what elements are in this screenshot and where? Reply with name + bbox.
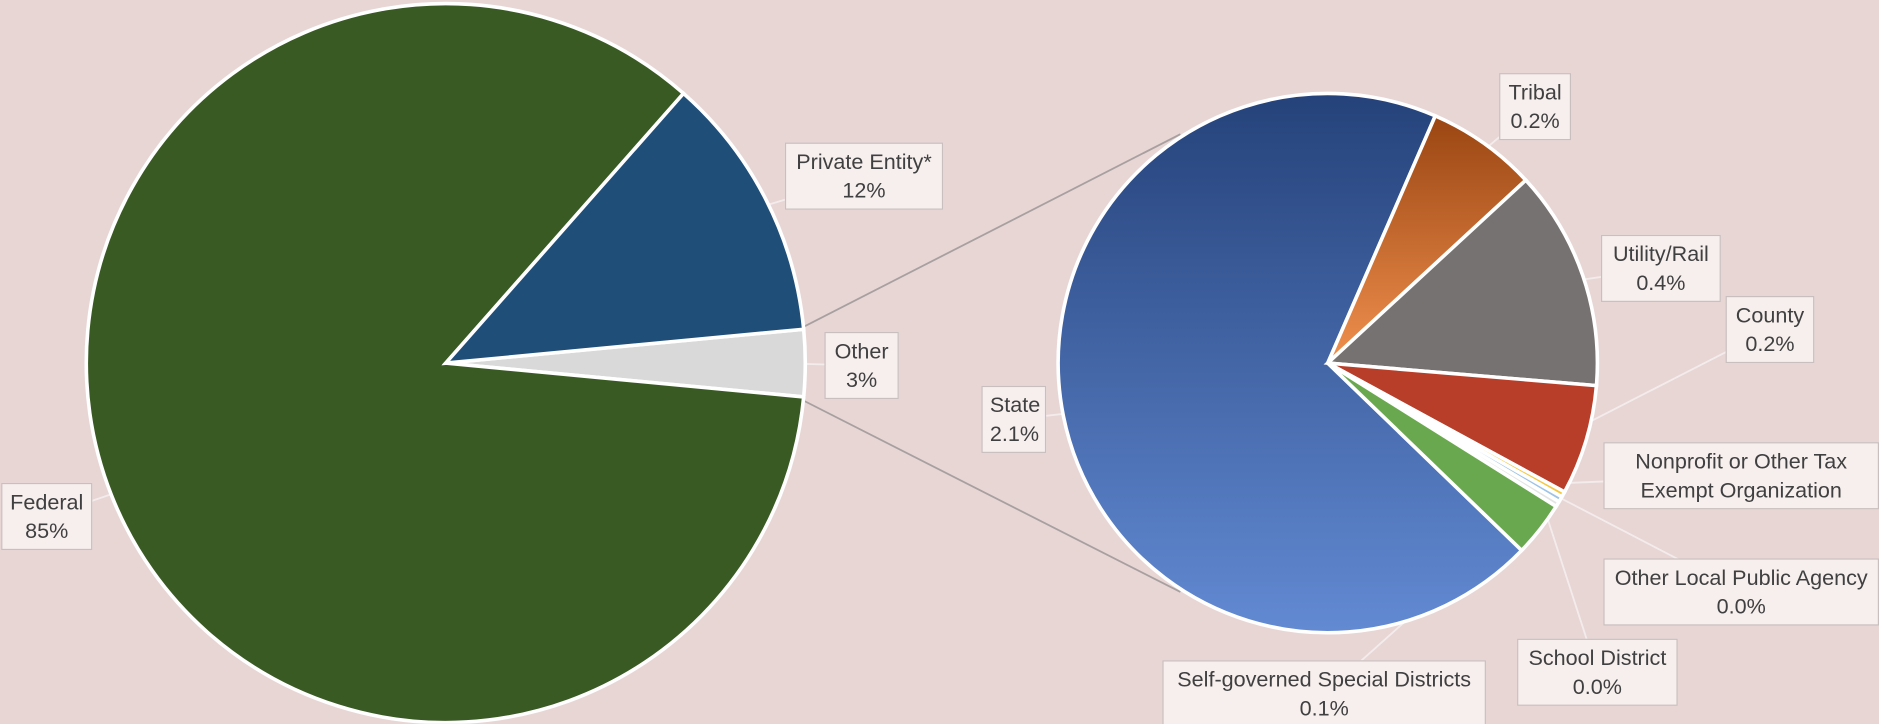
- label-value: 12%: [842, 178, 886, 203]
- pie-slice: [1326, 361, 1599, 495]
- label-name: School District: [1528, 645, 1667, 670]
- data-label: Self-governed Special Districts 0.1%: [1162, 660, 1486, 724]
- data-label: Federal 85%: [1, 482, 93, 551]
- connector-line: [802, 399, 1181, 593]
- data-label: Other 3%: [824, 331, 899, 400]
- connector-line: [802, 133, 1181, 328]
- data-label: County 0.2%: [1725, 295, 1815, 364]
- data-label: State 2.1%: [981, 385, 1047, 453]
- label-name: Other: [834, 339, 889, 364]
- label-name: Other Local Public Agency: [1614, 565, 1868, 590]
- pie-slice: [441, 90, 806, 366]
- label-value: 85%: [25, 518, 69, 543]
- data-label: Private Entity* 12%: [784, 142, 944, 210]
- data-label: Utility/Rail 0.4%: [1600, 234, 1721, 302]
- label-name: Private Entity*: [796, 149, 932, 174]
- label-value: 0.2%: [1510, 109, 1560, 134]
- label-value: 0.0%: [1716, 594, 1766, 619]
- label-value: 2.1%: [989, 421, 1039, 446]
- pie-slice: [1056, 91, 1525, 635]
- pie-slice: [1326, 113, 1529, 365]
- data-label: Other Local Public Agency 0.0%: [1603, 558, 1879, 626]
- label-name: Tribal: [1508, 80, 1562, 105]
- data-label: School District 0.0%: [1517, 638, 1678, 706]
- label-name: Utility/Rail: [1612, 242, 1709, 267]
- label-name: State: [989, 393, 1041, 418]
- label-name: Federal: [10, 490, 84, 515]
- pie-slice: [1326, 361, 1559, 553]
- label-name: County: [1735, 303, 1805, 328]
- label-value: 0.1%: [1299, 696, 1349, 721]
- label-value: 3%: [846, 367, 878, 392]
- label-value: 0.2%: [1745, 331, 1795, 356]
- label-value: 0.4%: [1636, 270, 1686, 295]
- pie-slice: [1323, 177, 1600, 388]
- label-name: Nonprofit or Other Tax Exempt Organizati…: [1635, 449, 1848, 503]
- label-value: 0.0%: [1572, 674, 1622, 699]
- label-name: Self-governed Special Districts: [1177, 667, 1472, 692]
- data-label: Tribal 0.2%: [1499, 73, 1572, 141]
- data-label: Nonprofit or Other Tax Exempt Organizati…: [1603, 442, 1879, 510]
